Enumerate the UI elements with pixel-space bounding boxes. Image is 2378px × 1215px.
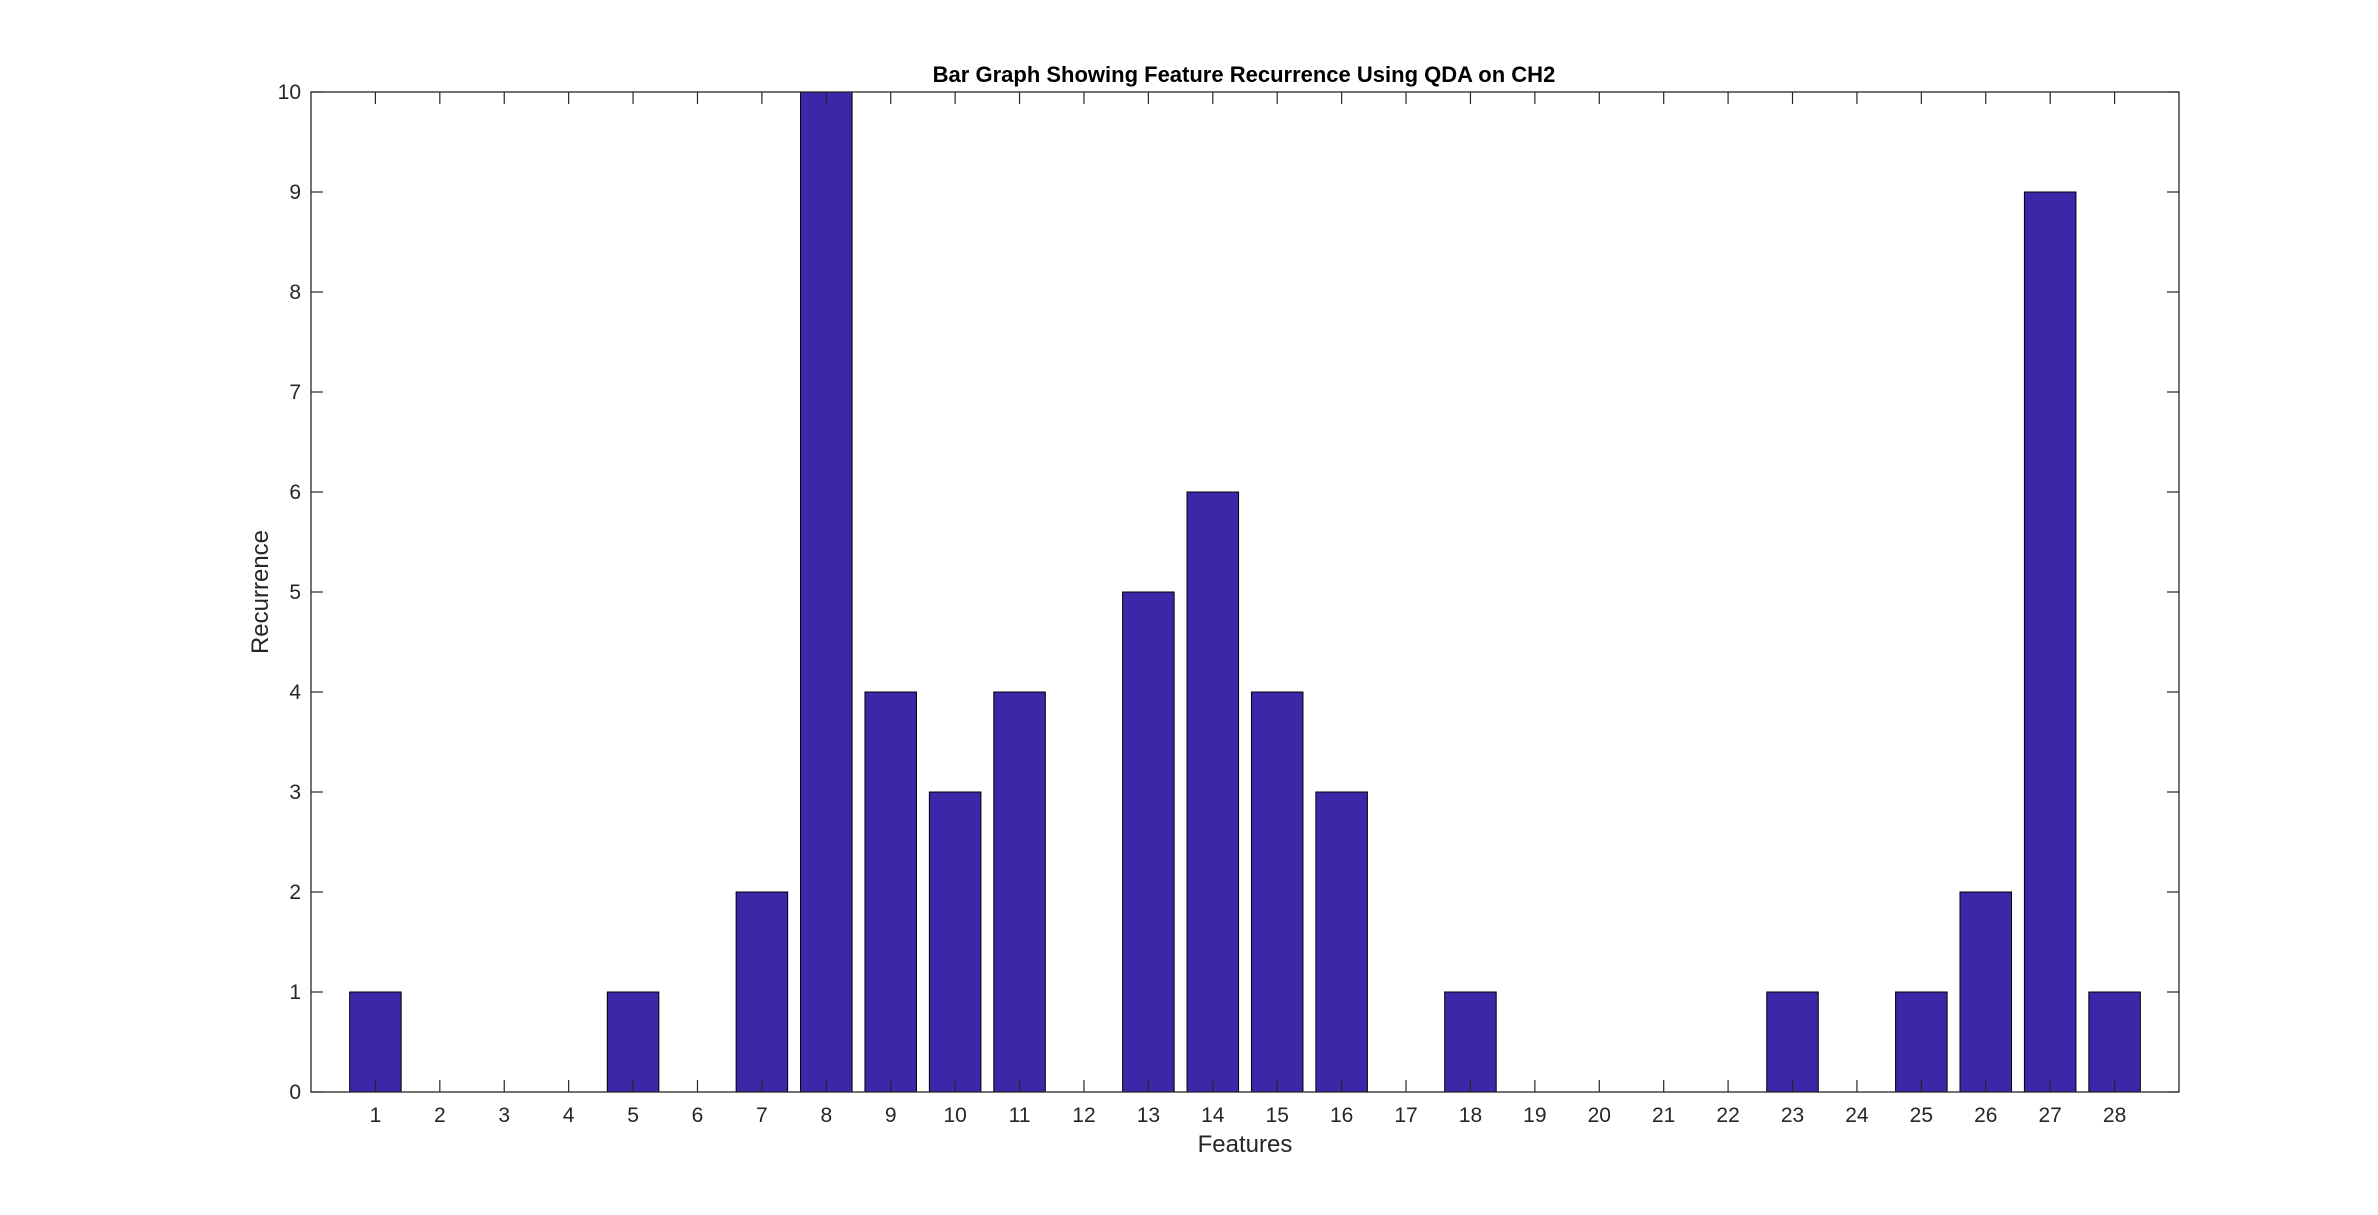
axes-box [310, 91, 2180, 1093]
x-tick-label: 4 [563, 1104, 575, 1127]
x-tick-label: 19 [1523, 1104, 1546, 1127]
bar-10 [928, 791, 982, 1093]
x-tick-label: 14 [1201, 1104, 1225, 1127]
x-tick-label: 12 [1072, 1104, 1095, 1127]
x-tick-label: 24 [1845, 1104, 1869, 1127]
x-tick-label: 28 [2103, 1104, 2126, 1127]
bar-15 [1250, 691, 1304, 1093]
y-tick-label: 0 [289, 1081, 301, 1104]
bar-28 [2088, 991, 2141, 1093]
bar-7 [735, 891, 789, 1093]
x-tick-label: 20 [1588, 1104, 1611, 1127]
bar-8 [800, 91, 853, 1093]
chart-title: Bar Graph Showing Feature Recurrence Usi… [933, 62, 1556, 87]
x-tick-label: 9 [885, 1104, 897, 1127]
x-tick-label: 8 [820, 1104, 832, 1127]
x-tick-label: 21 [1652, 1104, 1675, 1127]
x-tick-label: 1 [370, 1104, 382, 1127]
x-tick-label: 18 [1459, 1104, 1482, 1127]
bar-5 [606, 991, 660, 1093]
bar-26 [1959, 891, 2013, 1093]
x-tick-label: 16 [1330, 1104, 1353, 1127]
y-tick-label: 8 [289, 281, 301, 304]
bar-27 [2023, 191, 2077, 1093]
bar-25 [1895, 991, 1948, 1093]
y-tick-label: 5 [289, 581, 301, 604]
ticks-layer [311, 91, 2179, 1093]
bar-1 [349, 991, 402, 1093]
x-tick-label: 26 [1974, 1104, 1997, 1127]
bar-11 [993, 691, 1046, 1093]
x-axis-label: Features [1198, 1131, 1293, 1158]
y-tick-label: 2 [289, 881, 301, 904]
x-tick-label: 22 [1716, 1104, 1739, 1127]
y-tick-label: 7 [289, 381, 301, 404]
y-tick-label: 4 [289, 681, 301, 704]
x-tick-label: 10 [943, 1104, 966, 1127]
bar-14 [1186, 491, 1240, 1093]
x-tick-label: 11 [1009, 1104, 1031, 1127]
bar-16 [1315, 791, 1368, 1093]
x-tick-label: 3 [498, 1104, 510, 1127]
bar-9 [864, 691, 917, 1093]
x-tick-label: 27 [2038, 1104, 2061, 1127]
x-tick-label: 25 [1910, 1104, 1933, 1127]
x-tick-label: 5 [627, 1104, 639, 1127]
x-tick-label: 15 [1266, 1104, 1289, 1127]
y-tick-label: 9 [289, 181, 301, 204]
y-tick-label: 10 [278, 81, 301, 104]
y-tick-label: 3 [289, 781, 301, 804]
x-tick-label: 6 [692, 1104, 704, 1127]
x-tick-label: 2 [434, 1104, 446, 1127]
x-tick-label: 23 [1781, 1104, 1804, 1127]
bars-layer [349, 91, 2141, 1093]
y-tick-label: 6 [289, 481, 301, 504]
tick-labels-layer: 1 2 3 4 5 6 7 8 9 10 11 12 13 14 15 16 17 18 19 20 21 22 23 24 2… [278, 81, 2127, 1127]
x-tick-label: 13 [1137, 1104, 1160, 1127]
y-axis-label: Recurrence [247, 530, 274, 654]
y-tick-label: 1 [289, 981, 301, 1004]
x-tick-label: 17 [1394, 1104, 1417, 1127]
bar-23 [1766, 991, 1819, 1093]
bar-13 [1122, 591, 1175, 1093]
bar-18 [1444, 991, 1497, 1093]
x-tick-label: 7 [756, 1104, 768, 1127]
